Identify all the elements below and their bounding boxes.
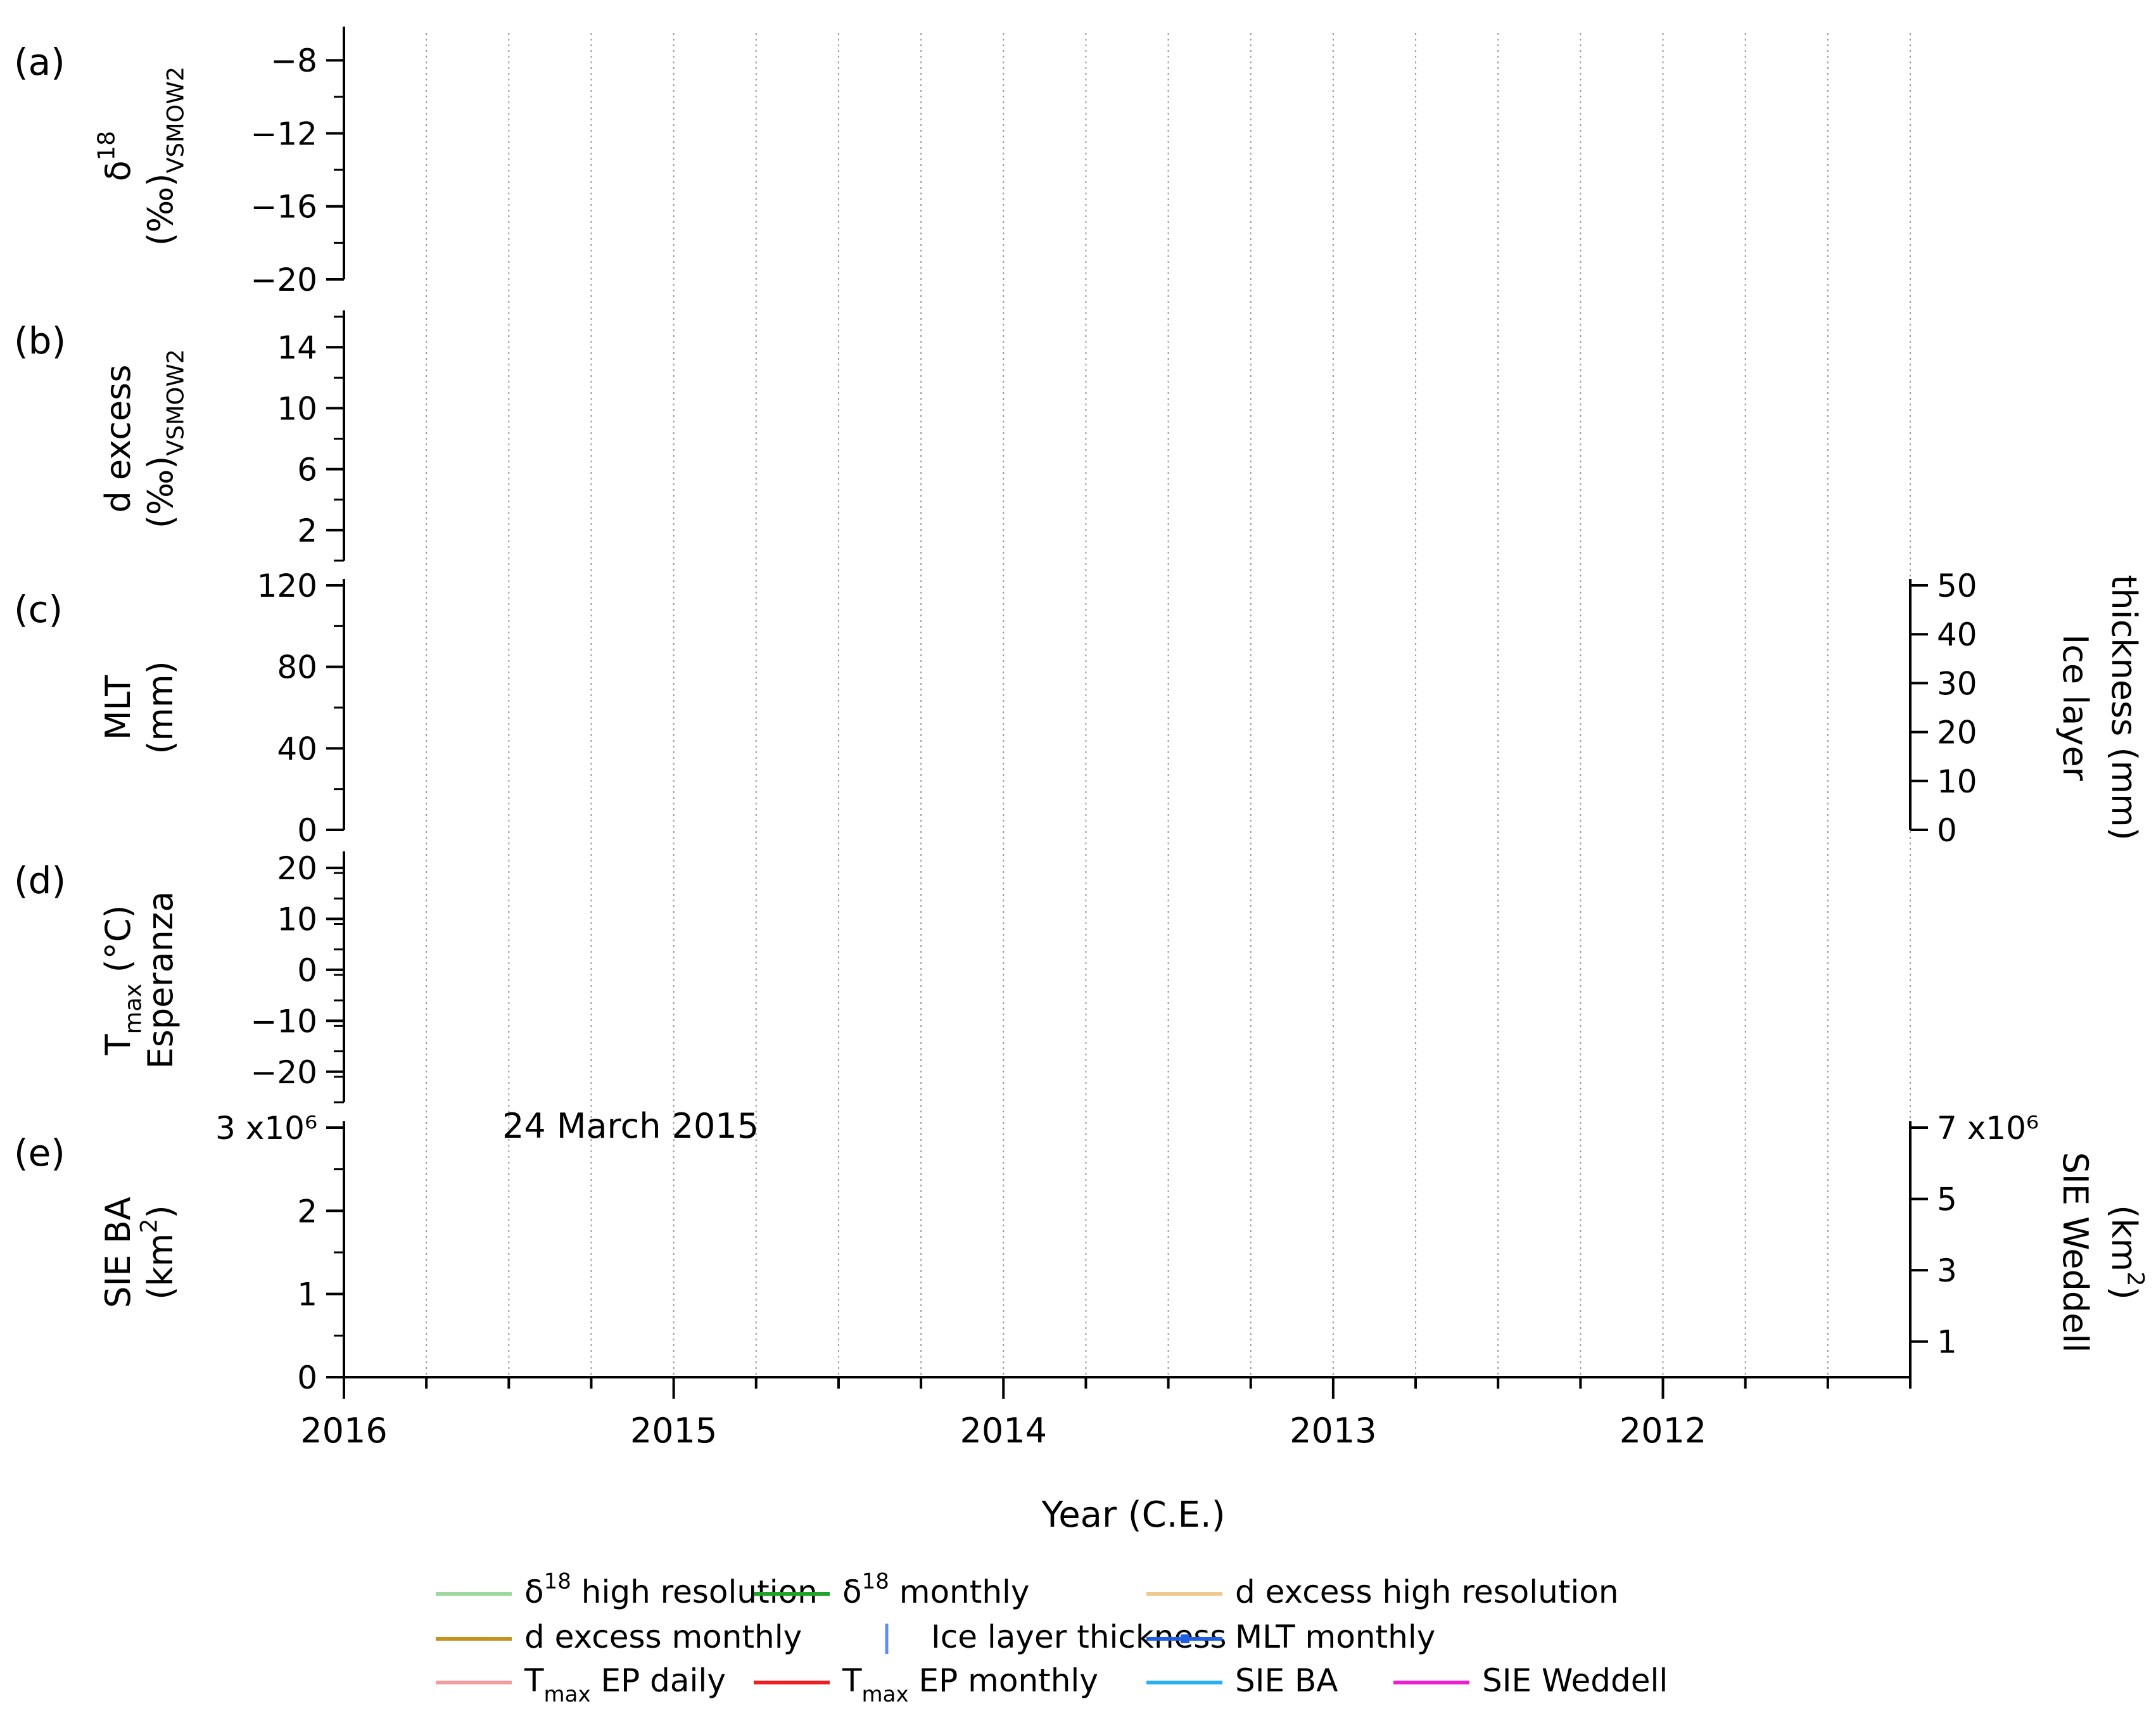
- x-tick-label: 2012: [1620, 1411, 1706, 1451]
- legend-item: MLT monthly: [1146, 1619, 1435, 1655]
- y2-axis-label: Ice layer: [2055, 634, 2095, 781]
- y2-tick-label: 7 x10⁶: [1937, 1110, 2039, 1147]
- y-tick-label: 10: [277, 390, 317, 427]
- y2-axis-label: (km2): [2104, 1205, 2149, 1299]
- y-tick-label: −12: [250, 115, 317, 152]
- legend-label: δ18 high resolution: [524, 1569, 818, 1611]
- annotation-label: 24 March 2015: [502, 1106, 759, 1146]
- y-tick-label: 20: [277, 850, 317, 887]
- y-tick-label: 10: [277, 901, 317, 938]
- legend-item: δ18 high resolution: [436, 1569, 818, 1611]
- legend-item: d excess monthly: [436, 1619, 802, 1655]
- y2-tick-label: 0: [1937, 812, 1957, 849]
- y-axis-label: (mm): [141, 661, 181, 754]
- legend-item: SIE BA: [1146, 1662, 1338, 1699]
- y-tick-label: −8: [270, 42, 317, 79]
- legend-label: MLT monthly: [1235, 1619, 1435, 1655]
- y-tick-label: 2: [297, 512, 317, 549]
- panel-a: (a) −8 −12 −16 −20 δ18(‰)VSMOW2: [14, 27, 345, 298]
- y2-tick-label: 30: [1937, 665, 1977, 702]
- y-tick-label: −10: [250, 1003, 317, 1040]
- x-tick-label: 2016: [300, 1411, 387, 1451]
- y-tick-label: 14: [277, 329, 317, 366]
- x-tick-label: 2015: [630, 1411, 717, 1451]
- y2-tick-label: 50: [1937, 568, 1977, 604]
- legend-label: SIE BA: [1235, 1662, 1338, 1699]
- legend-label: δ18 monthly: [842, 1569, 1030, 1611]
- y-axis-label: SIE BA: [98, 1197, 138, 1308]
- legend-swatch-dot: [1181, 1634, 1189, 1643]
- panel-tag: (e): [14, 1131, 65, 1174]
- y-axis-label: Esperanza: [141, 891, 181, 1069]
- y-tick-label: 0: [297, 952, 317, 989]
- y-tick-label: 6: [297, 452, 317, 488]
- y2-tick-label: 3: [1937, 1252, 1957, 1289]
- legend-item: SIE Weddell: [1393, 1662, 1668, 1699]
- y2-axis-label: thickness (mm): [2104, 575, 2144, 841]
- y-tick-label: −20: [250, 262, 317, 298]
- panel-d: (d) 20 10 0 −10 −20 Tmax (°C) Esperanza 24 March…: [14, 850, 759, 1146]
- legend-item: d excess high resolution: [1146, 1574, 1619, 1610]
- y-tick-label: 3 x10⁶: [215, 1110, 317, 1147]
- panel-tag: (d): [14, 859, 66, 902]
- y-tick-label: 0: [297, 1359, 317, 1396]
- legend-label: Tmax EP daily: [524, 1662, 726, 1707]
- y2-axis-label: SIE Weddell: [2055, 1152, 2095, 1353]
- y-axis-label: Tmax (°C): [98, 905, 146, 1055]
- y2-tick-label: 10: [1937, 763, 1977, 800]
- x-tick-label: 2013: [1290, 1411, 1376, 1451]
- y-tick-label: −20: [250, 1054, 317, 1091]
- legend: δ18 high resolution δ18 monthly d excess h…: [436, 1569, 1668, 1707]
- y-axis-label: MLT: [98, 675, 138, 740]
- y-tick-label: 0: [297, 812, 317, 849]
- legend-item: Tmax EP monthly: [754, 1662, 1098, 1707]
- y-tick-label: 80: [277, 649, 317, 686]
- y2-tick-label: 40: [1937, 616, 1977, 653]
- panel-tag: (c): [14, 588, 63, 631]
- y-tick-label: 40: [277, 730, 317, 767]
- legend-label: Tmax EP monthly: [842, 1662, 1098, 1707]
- y2-tick-label: 5: [1937, 1181, 1957, 1218]
- y2-tick-label: 20: [1937, 715, 1977, 751]
- year-gridlines: [426, 33, 1911, 1377]
- x-axis: 2016 2015 2014 2013 2012 Year (C.E.): [300, 1376, 1912, 1536]
- y-tick-label: 120: [257, 568, 317, 604]
- y-axis-label: (‰)VSMOW2: [141, 349, 189, 528]
- legend-label: SIE Weddell: [1482, 1662, 1668, 1699]
- y-axis-label: d excess: [98, 365, 138, 513]
- panel-c: (c) 120 80 40 0 MLT (mm) 50 40 30 20 10 0 Ice layer th…: [14, 568, 2144, 849]
- x-axis-title: Year (C.E.): [1041, 1494, 1225, 1536]
- legend-label: d excess monthly: [524, 1619, 802, 1655]
- panel-tag: (b): [14, 319, 66, 362]
- y-tick-label: 1: [297, 1276, 317, 1313]
- x-tick-label: 2014: [960, 1411, 1047, 1451]
- y-axis-label: δ18: [93, 131, 138, 182]
- y-tick-label: 2: [297, 1193, 317, 1230]
- y-axis-label: (‰)VSMOW2: [141, 67, 189, 246]
- y-axis-label: (km2): [136, 1205, 181, 1299]
- legend-label: d excess high resolution: [1235, 1574, 1619, 1610]
- panel-b: (b) 14 10 6 2 d excess (‰)VSMOW2: [14, 310, 345, 562]
- y-tick-label: −16: [250, 189, 317, 226]
- y2-tick-label: 1: [1937, 1324, 1957, 1361]
- legend-item: Tmax EP daily: [436, 1662, 726, 1707]
- legend-item: δ18 monthly: [754, 1569, 1030, 1611]
- panel-tag: (a): [14, 41, 65, 84]
